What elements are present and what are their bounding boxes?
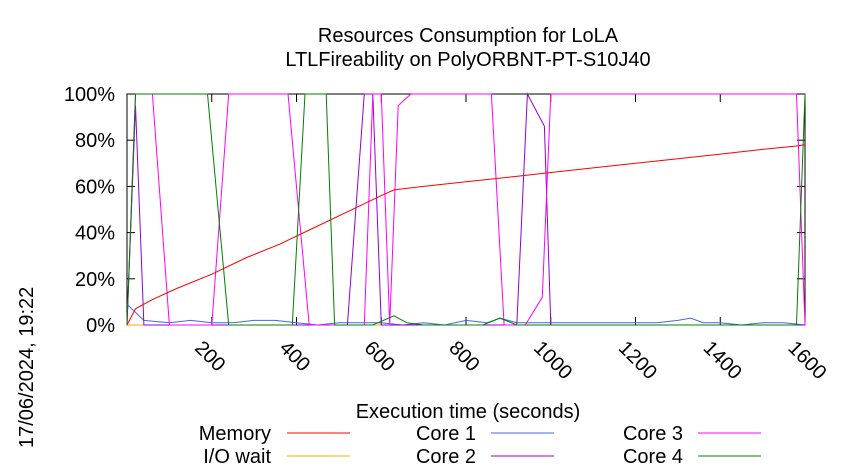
series-lines (126, 92, 806, 326)
series-line-core-1 (126, 303, 806, 326)
y-tick-label: 60% (75, 176, 115, 198)
x-tick-label: 200 (190, 337, 229, 376)
x-tick-label: 1200 (614, 337, 661, 384)
x-tick-label: 800 (444, 337, 483, 376)
plot-frame (126, 93, 806, 326)
legend-label-memory: Memory (199, 423, 271, 445)
legend-label-core-3: Core 3 (623, 423, 683, 445)
x-axis-label: Execution time (seconds) (356, 401, 581, 423)
series-line-core-2 (126, 92, 805, 326)
x-tick-label: 1000 (529, 337, 576, 384)
series-line-core-3 (126, 93, 806, 326)
series-line-memory (126, 144, 806, 326)
x-axis: 200 400 600 800 1000 1200 1400 1600 (190, 94, 830, 384)
chart-subtitle: LTLFireability on PolyORBNT-PT-S10J40 (285, 49, 650, 71)
y-tick-label: 40% (75, 223, 115, 245)
legend-label-core-1: Core 1 (416, 423, 476, 445)
legend-label-core-2: Core 2 (416, 446, 476, 468)
x-tick-label: 400 (275, 337, 314, 376)
x-tick-label: 1600 (783, 337, 830, 384)
legend-label-core-4: Core 4 (623, 446, 683, 468)
y-tick-label: 80% (75, 130, 115, 152)
y-tick-label: 0% (86, 315, 115, 337)
legend-label-i-o-wait: I/O wait (203, 446, 271, 468)
chart-title: Resources Consumption for LoLA (318, 25, 619, 47)
y-tick-label: 100% (64, 84, 115, 106)
y-tick-label: 20% (75, 269, 115, 291)
x-tick-label: 1400 (699, 337, 746, 384)
y-axis: 0% 20% 40% 60% 80% 100% (64, 84, 805, 337)
plot-area: 0% 20% 40% 60% 80% 100% 200 400 600 800 1000 1200 1… (64, 84, 831, 384)
timestamp-label: 17/06/2024, 19:22 (16, 287, 38, 448)
series-line-core-4 (126, 93, 806, 326)
x-tick-label: 600 (360, 337, 399, 376)
